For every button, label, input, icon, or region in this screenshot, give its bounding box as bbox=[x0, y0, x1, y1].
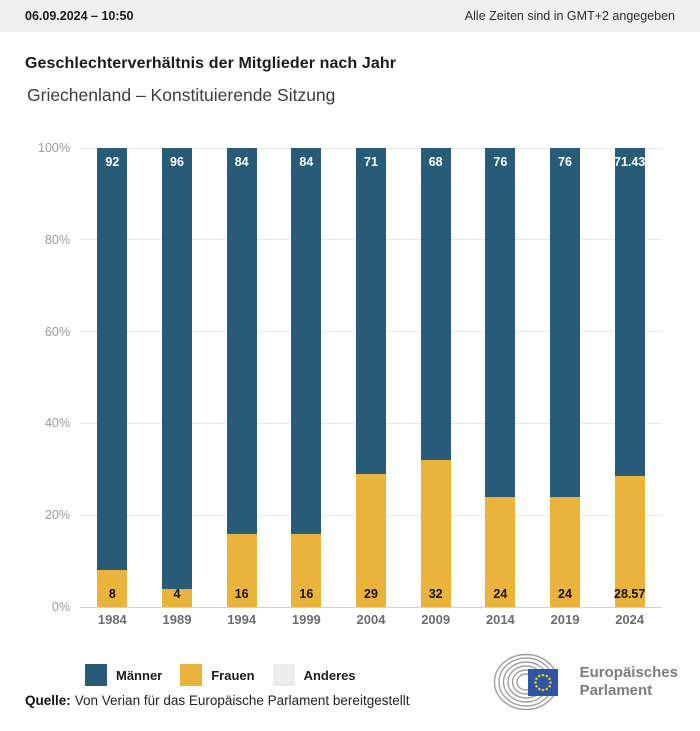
logo-line1: Europäisches bbox=[579, 664, 678, 681]
legend-label: Männer bbox=[116, 667, 163, 683]
bar-value-women: 29 bbox=[364, 587, 378, 601]
source-note: Quelle: Von Verian für das Europäische Pa… bbox=[25, 693, 409, 708]
y-tick-label: 40% bbox=[44, 416, 70, 431]
bar-value-women: 32 bbox=[428, 587, 443, 601]
y-tick-label: 100% bbox=[38, 141, 70, 155]
bar-segment-men[interactable]: 76 bbox=[485, 148, 516, 497]
legend-swatch bbox=[180, 664, 203, 686]
bar-group-1989: 96 4 bbox=[162, 148, 192, 607]
bar-value-women: 16 bbox=[234, 587, 249, 601]
bar-segment-women[interactable]: 32 bbox=[420, 460, 451, 607]
bar-segment-women[interactable]: 8 bbox=[97, 570, 128, 607]
x-tick-label: 2004 bbox=[356, 612, 386, 627]
bar-group-1994: 84 16 bbox=[226, 148, 257, 607]
bar-segment-women[interactable]: 24 bbox=[485, 496, 516, 607]
x-tick-label: 2019 bbox=[550, 612, 580, 627]
bar-group-1999: 84 16 bbox=[291, 148, 322, 607]
legend-swatch bbox=[85, 664, 107, 686]
bar-value-men: 71 bbox=[364, 155, 378, 169]
bar-value-men: 76 bbox=[558, 155, 572, 169]
legend-item-männer[interactable]: Männer bbox=[85, 664, 162, 686]
bar-segment-men[interactable]: 68 bbox=[420, 148, 451, 461]
logo-line2: Parlament bbox=[579, 682, 653, 699]
bar-segment-men[interactable]: 84 bbox=[226, 148, 257, 534]
x-tick-label: 1989 bbox=[162, 612, 192, 627]
x-tick-label: 2024 bbox=[615, 612, 645, 627]
bar-value-men: 96 bbox=[170, 155, 184, 169]
bar-group-2004: 71 29 bbox=[356, 148, 386, 607]
bar-segment-women[interactable]: 16 bbox=[226, 533, 257, 607]
bar-value-women: 28.57 bbox=[614, 587, 646, 601]
hemicycle-flag-icon bbox=[493, 653, 558, 711]
y-tick-label: 20% bbox=[44, 508, 70, 523]
bar-segment-women[interactable]: 16 bbox=[291, 533, 322, 607]
plot-area: 100% 80% 60% 40% 20% 0% 92 8 96 4 84 16 84 16 71 29 68 32… bbox=[38, 141, 662, 614]
x-axis-labels: 1984 1989 1994 1999 2004 2009 2014 2019 2024 bbox=[80, 612, 662, 632]
legend-swatch bbox=[272, 664, 295, 686]
bar-group-2014: 76 24 bbox=[485, 148, 516, 607]
y-tick-label: 0% bbox=[51, 600, 70, 614]
legend-label: Frauen bbox=[211, 667, 255, 683]
bar-value-men: 84 bbox=[299, 155, 314, 169]
x-axis-line bbox=[80, 606, 662, 608]
eu-flag bbox=[527, 669, 558, 696]
legend-item-anderes[interactable]: Anderes bbox=[272, 664, 356, 686]
bar-segment-men[interactable]: 76 bbox=[550, 148, 580, 497]
bar-segment-women[interactable]: 24 bbox=[550, 496, 580, 607]
bar-value-men: 92 bbox=[105, 155, 120, 169]
bar-segment-women[interactable]: 29 bbox=[356, 473, 386, 607]
x-tick-label: 1999 bbox=[291, 612, 321, 627]
source-label: Quelle: bbox=[25, 693, 71, 708]
bar-value-women: 8 bbox=[108, 587, 116, 601]
chart-legend: Männer Frauen Anderes bbox=[85, 664, 356, 686]
bar-segment-men[interactable]: 71 bbox=[356, 148, 386, 474]
legend-item-frauen[interactable]: Frauen bbox=[180, 664, 255, 686]
bar-group-2009: 68 32 bbox=[420, 148, 451, 607]
bar-segment-women[interactable]: 28.57 bbox=[614, 475, 646, 607]
bar-group-1984: 92 8 bbox=[97, 148, 128, 607]
chart-title: Geschlechterverhältnis der Mitglieder na… bbox=[25, 55, 397, 72]
x-tick-label: 2009 bbox=[421, 612, 451, 627]
legend-label: Anderes bbox=[303, 667, 356, 683]
bar-value-men: 84 bbox=[234, 155, 249, 169]
bar-value-women: 16 bbox=[299, 587, 314, 601]
source-text: Von Verian für das Europäische Parlament… bbox=[74, 693, 410, 708]
x-tick-label: 2014 bbox=[485, 612, 515, 627]
bar-value-men: 71.43 bbox=[614, 155, 646, 169]
report-datetime: 06.09.2024 – 10:50 bbox=[25, 9, 134, 23]
x-tick-label: 1994 bbox=[227, 612, 257, 627]
x-tick-label: 1984 bbox=[97, 612, 127, 627]
bar-segment-men[interactable]: 92 bbox=[97, 148, 128, 571]
y-tick-label: 60% bbox=[44, 324, 70, 339]
european-parliament-logo: Europäisches Parlament bbox=[492, 653, 678, 711]
bar-group-2019: 76 24 bbox=[550, 148, 580, 607]
y-tick-label: 80% bbox=[44, 232, 70, 247]
timezone-note: Alle Zeiten sind in GMT+2 angegeben bbox=[464, 9, 675, 23]
bar-value-women: 4 bbox=[173, 587, 181, 601]
bar-segment-men[interactable]: 71.43 bbox=[614, 148, 646, 476]
bar-value-men: 76 bbox=[493, 155, 508, 169]
bar-segment-men[interactable]: 84 bbox=[291, 148, 322, 534]
bar-group-2024: 71.43 28.57 bbox=[614, 148, 646, 607]
bar-segment-men[interactable]: 96 bbox=[162, 148, 192, 589]
header-bar: 06.09.2024 – 10:50 Alle Zeiten sind in G… bbox=[0, 0, 700, 32]
bar-value-women: 24 bbox=[558, 587, 572, 601]
eu-flag-stars bbox=[533, 673, 552, 692]
bar-value-men: 68 bbox=[428, 155, 443, 169]
bar-segment-women[interactable]: 4 bbox=[162, 587, 192, 607]
bar-value-women: 24 bbox=[493, 587, 508, 601]
logo-wordmark: Europäisches Parlament bbox=[580, 664, 678, 700]
chart-subtitle: Griechenland – Konstituierende Sitzung bbox=[27, 85, 336, 105]
